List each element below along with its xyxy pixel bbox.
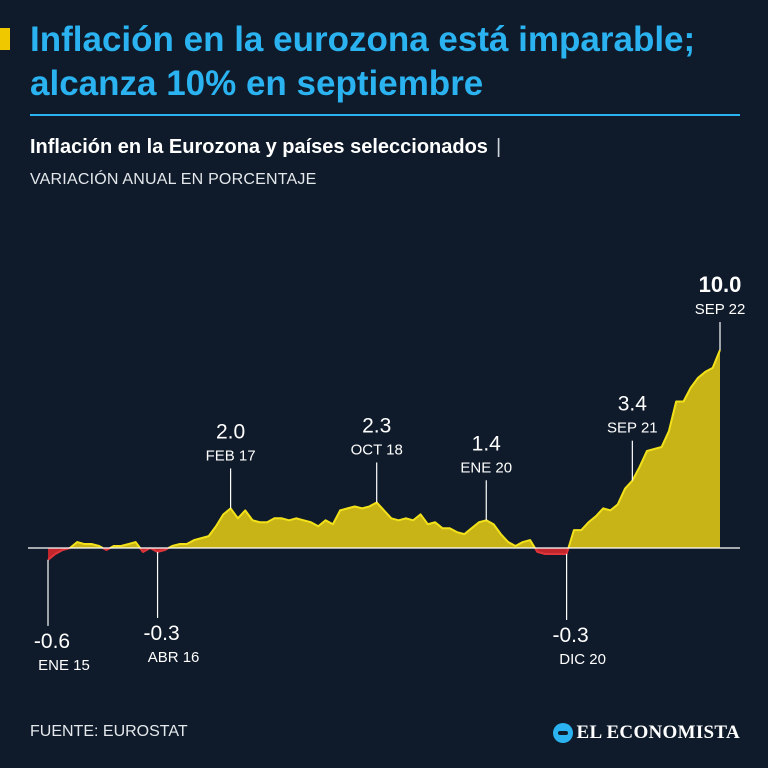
- area-negative-segment: [150, 548, 169, 552]
- headline: Inflación en la eurozona está imparable;…: [30, 20, 696, 103]
- annotation-value: 1.4: [472, 432, 502, 455]
- area-negative-segment: [534, 548, 569, 554]
- annotation-date-label: OCT 18: [351, 441, 403, 458]
- annotation-value: 2.0: [216, 420, 245, 443]
- logo-text: EL ECONOMISTA: [576, 722, 740, 743]
- series-line-segment: [149, 547, 169, 553]
- chart-subtitle-text: Inflación en la Eurozona y países selecc…: [30, 136, 488, 158]
- subtitle-separator: |: [495, 136, 502, 158]
- publisher-logo: EL ECONOMISTA: [552, 722, 741, 744]
- annotation-value: -0.3: [143, 622, 179, 645]
- annotation-value: 10.0: [699, 272, 742, 297]
- annotation-date-label: SEP 21: [607, 420, 658, 437]
- series-line-segment: [567, 349, 721, 549]
- area-positive-segment: [168, 502, 535, 548]
- series-line-segment: [139, 547, 151, 553]
- annotation-date-label: ABR 16: [148, 649, 200, 666]
- annotation-value: -0.6: [34, 630, 70, 653]
- series-line-segment: [168, 501, 536, 549]
- annotation-date-label: FEB 17: [206, 447, 256, 464]
- area-positive-segment: [568, 350, 720, 548]
- annotation-value: -0.3: [553, 624, 589, 647]
- series-line-segment: [109, 541, 141, 549]
- unit-label: VARIACIÓN ANUAL EN PORCENTAJE: [30, 171, 317, 188]
- annotation-value: 3.4: [618, 393, 648, 416]
- headline-divider: [30, 114, 740, 116]
- series-line-segment: [69, 541, 104, 549]
- headline-accent-bar: [0, 28, 10, 50]
- series-line-segment: [47, 547, 71, 561]
- annotation-date-label: SEP 22: [695, 301, 746, 318]
- source-note: FUENTE: EUROSTAT: [30, 723, 188, 740]
- series-line-segment: [102, 547, 111, 551]
- el-economista-logo-icon: [552, 723, 573, 743]
- annotation-value: 2.3: [362, 414, 391, 437]
- annotation-date-label: ENE 15: [38, 657, 90, 674]
- chart-subtitle: Inflación en la Eurozona y países selecc…: [30, 136, 501, 159]
- annotation-date-label: DIC 20: [559, 651, 606, 668]
- annotation-date-label: ENE 20: [460, 459, 512, 476]
- area-negative-segment: [48, 548, 70, 560]
